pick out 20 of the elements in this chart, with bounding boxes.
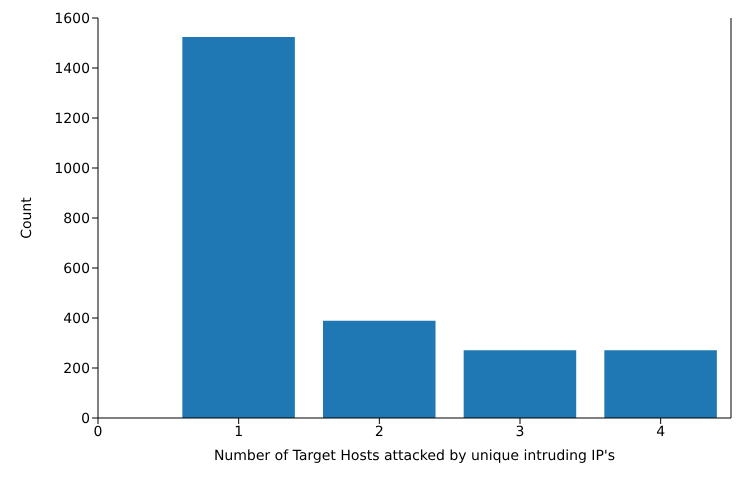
x-tick-label: 2: [374, 424, 384, 440]
y-tick-label: 1000: [54, 160, 90, 177]
y-tick-label: 1400: [54, 60, 90, 77]
y-tick-label: 0: [81, 410, 90, 427]
y-tick-label: 800: [63, 210, 90, 227]
bar: [604, 350, 717, 418]
y-tick-label: 1200: [54, 110, 90, 127]
y-tick-label: 600: [63, 260, 90, 277]
bar: [464, 350, 576, 418]
x-tick-label: 4: [656, 424, 666, 440]
x-tick-label: 0: [94, 424, 102, 440]
y-tick-label: 400: [63, 310, 90, 327]
x-tick-label: 1: [234, 424, 244, 440]
bar: [182, 37, 295, 418]
y-axis-title: Count: [18, 196, 35, 239]
x-axis-title: Number of Target Hosts attacked by unique intruding IP's: [214, 448, 616, 464]
x-tick-label: 3: [516, 424, 524, 440]
bar: [323, 320, 436, 418]
y-tick-label: 200: [63, 360, 90, 377]
y-tick-label: 1600: [54, 10, 90, 27]
